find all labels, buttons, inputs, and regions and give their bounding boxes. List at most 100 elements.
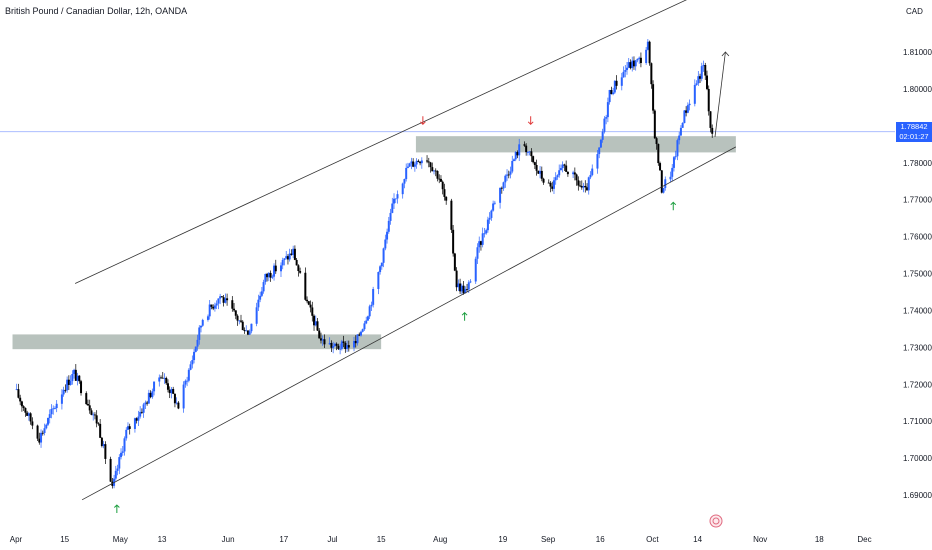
candle: [572, 170, 575, 178]
candle: [266, 272, 269, 282]
candle-body: [186, 380, 189, 382]
candle: [450, 198, 453, 233]
candle-body: [215, 303, 218, 306]
candle-body: [271, 276, 274, 278]
x-tick-label: 16: [596, 535, 605, 544]
candle-body: [429, 162, 432, 168]
candle-body: [236, 315, 239, 321]
candle-body: [328, 342, 331, 345]
candle-body: [608, 90, 611, 103]
candle: [196, 334, 199, 351]
candle-body: [674, 156, 677, 158]
candle: [511, 155, 514, 174]
candle-body: [292, 248, 295, 255]
candle: [695, 80, 698, 86]
candle: [631, 56, 634, 72]
candle-body: [361, 329, 364, 332]
down-arrow-icon: [527, 116, 534, 126]
up-arrow-icon: [461, 311, 468, 321]
candle-body: [212, 306, 215, 309]
candle-body: [257, 299, 260, 308]
candle-body: [626, 67, 629, 71]
candle-body: [64, 389, 67, 391]
candle-body: [285, 256, 288, 259]
y-tick-label: 1.73000: [903, 343, 932, 352]
candle: [478, 236, 481, 253]
candle-body: [241, 321, 244, 331]
candle-body: [439, 178, 442, 182]
candle: [552, 177, 555, 195]
candle-body: [222, 297, 225, 303]
candle-body: [681, 123, 684, 128]
candle: [318, 328, 321, 339]
candle: [606, 97, 609, 123]
candle: [245, 325, 248, 332]
candle-body: [589, 174, 592, 178]
candle-body: [566, 171, 569, 175]
candle: [514, 150, 517, 162]
candle: [391, 197, 394, 214]
candle: [573, 167, 576, 181]
candle: [516, 150, 519, 159]
candle: [153, 381, 156, 396]
candle: [476, 243, 479, 264]
candle: [549, 181, 552, 193]
candle: [575, 173, 578, 186]
candle-body: [151, 391, 154, 398]
candle: [396, 190, 399, 204]
candle-body: [393, 198, 396, 204]
candle-body: [612, 92, 615, 95]
candle-body: [27, 413, 30, 416]
candle: [672, 156, 675, 172]
candle: [410, 157, 413, 170]
candle-body: [38, 438, 41, 443]
candle-body: [147, 392, 150, 404]
candle-body: [243, 330, 246, 331]
candle: [645, 46, 648, 65]
candle-body: [149, 392, 152, 398]
y-tick-label: 1.75000: [903, 270, 932, 279]
candle: [636, 58, 639, 63]
candle-body: [160, 377, 163, 379]
candle-body: [624, 70, 627, 72]
candle: [210, 304, 213, 310]
candle-body: [245, 330, 248, 332]
candle: [479, 240, 482, 251]
candle: [347, 340, 350, 352]
candle: [259, 291, 262, 303]
candle-body: [653, 110, 656, 139]
candle-body: [90, 410, 93, 415]
candle: [693, 79, 696, 107]
candle: [488, 212, 491, 224]
candle-body: [224, 298, 227, 303]
candle-body: [655, 138, 658, 145]
candle-body: [200, 325, 203, 328]
last-price-badge: 1.78842 02:01:27: [896, 121, 932, 142]
candle: [408, 162, 411, 168]
candle-body: [598, 147, 601, 155]
candle-body: [142, 404, 145, 413]
candle-body: [233, 308, 236, 311]
candle: [417, 159, 420, 163]
candle: [160, 375, 163, 379]
candle-body: [452, 229, 455, 254]
candle-body: [450, 200, 453, 230]
projection-arrow-head: [721, 51, 730, 57]
candle: [125, 427, 128, 441]
candle-body: [43, 428, 46, 433]
candle-body: [259, 295, 262, 300]
x-tick-label: Nov: [753, 535, 767, 544]
alert-icon[interactable]: [709, 514, 723, 528]
candle-body: [20, 401, 23, 407]
candle-body: [102, 444, 105, 446]
candle-body: [333, 343, 336, 347]
candle-body: [262, 282, 265, 292]
x-tick-label: Oct: [646, 535, 659, 544]
candle: [80, 379, 83, 396]
candle-body: [238, 320, 241, 322]
candle: [31, 417, 34, 430]
candle-body: [686, 105, 689, 113]
candle: [24, 407, 27, 417]
